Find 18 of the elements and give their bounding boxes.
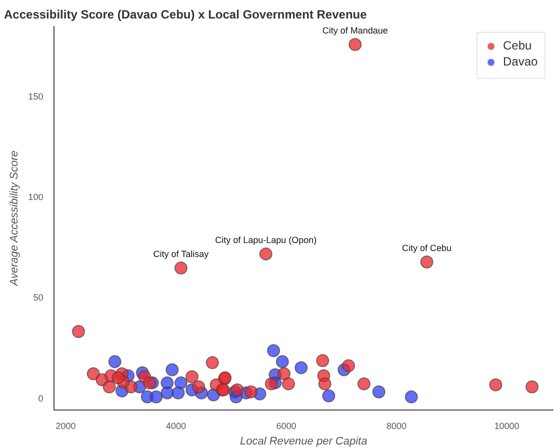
- x-tick-label: 10000: [494, 420, 520, 431]
- annotation: City of Mandaue: [322, 26, 388, 36]
- x-tick-label: 2000: [56, 420, 76, 431]
- x-axis-title: Local Revenue per Capita: [240, 435, 368, 448]
- chart-title: Accessibility Score (Davao Cebu) x Local Government Revenue: [4, 8, 368, 22]
- x-tick-label: 4000: [166, 420, 186, 431]
- y-tick-label: 0: [38, 393, 44, 404]
- legend-label: Cebu: [503, 38, 532, 53]
- y-axis-title: Average Accessibility Score: [8, 150, 21, 287]
- x-tick-label: 6000: [276, 420, 296, 431]
- y-tick-label: 150: [28, 91, 44, 102]
- annotation: City of Lapu-Lapu (Opon): [215, 234, 317, 245]
- y-tick-label: 100: [28, 192, 44, 202]
- x-tick-label: 8000: [386, 420, 406, 431]
- annotation: City of Cebu: [402, 242, 452, 253]
- annotation: City of Talisay: [153, 249, 210, 260]
- y-tick-label: 50: [33, 292, 44, 303]
- legend-label: Davao: [503, 54, 538, 69]
